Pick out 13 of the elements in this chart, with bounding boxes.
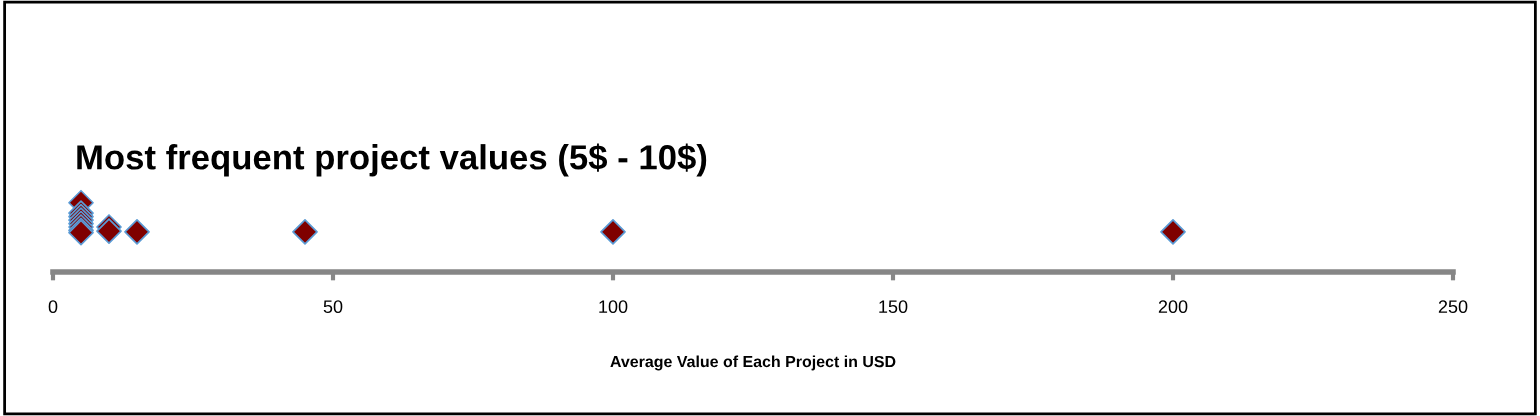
point (124, 218, 150, 245)
point (1160, 218, 1186, 245)
x-tick-label: 150 (879, 300, 908, 314)
point (96, 218, 122, 245)
x-tick-label: 100 (599, 300, 628, 314)
x-tick-label: 50 (323, 300, 343, 314)
x-tick-label: 250 (1438, 300, 1468, 314)
chart-title: Most frequent project values (5$ - 10$) (77, 143, 707, 177)
x-axis-title: Average Value of Each Project in USD (610, 355, 896, 371)
point (292, 218, 318, 245)
x-tick-label: 200 (1158, 300, 1188, 314)
point (600, 218, 626, 245)
x-tick-label: 0 (48, 300, 58, 314)
